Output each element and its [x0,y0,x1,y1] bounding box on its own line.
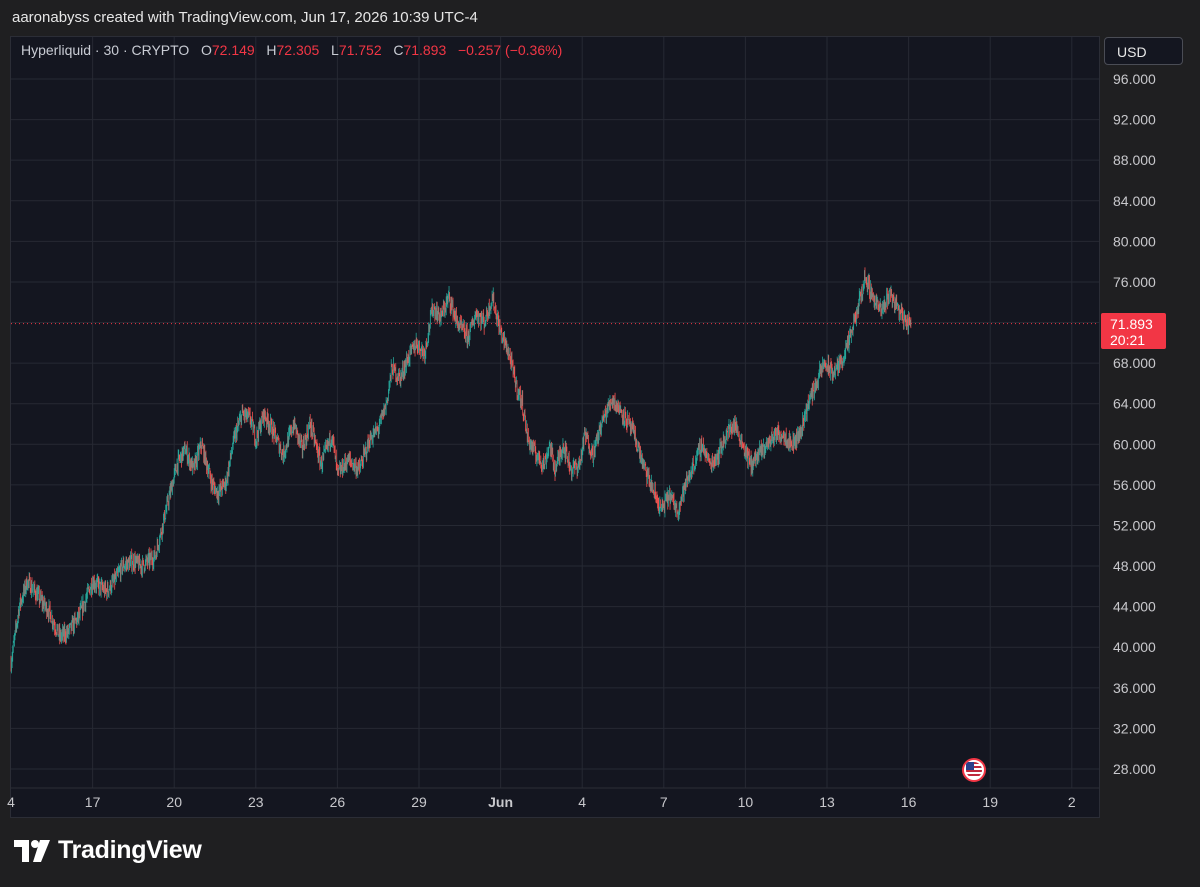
x-tick-label: 4 [7,794,15,810]
y-tick-label: 96.000 [1113,71,1156,87]
x-tick-label: 29 [411,794,427,810]
high-label: H [266,42,277,58]
high-value: 72.305 [276,42,320,58]
ohlc-legend: Hyperliquid · 30 · CRYPTO O72.149 H72.30… [21,42,562,58]
low-label: L [331,42,339,58]
y-tick-label: 92.000 [1113,112,1156,128]
open-value: 72.149 [211,42,255,58]
y-tick-label: 84.000 [1113,193,1156,209]
y-tick-label: 60.000 [1113,436,1156,452]
tradingview-logo-icon[interactable] [14,838,52,864]
y-tick-label: 68.000 [1113,355,1156,371]
us-flag-icon[interactable] [962,758,986,782]
y-tick-label: 40.000 [1113,639,1156,655]
y-tick-label: 44.000 [1113,599,1156,615]
credit-text: aaronabyss created with TradingView.com,… [12,9,478,26]
last-price-value: 71.893 [1110,316,1153,332]
x-tick-label: 4 [578,794,586,810]
currency-button[interactable]: USD [1104,37,1183,65]
last-price-tag: 71.893 20:21 [1101,313,1166,349]
x-tick-label: 13 [819,794,835,810]
x-tick-label: 19 [982,794,998,810]
x-tick-label: 26 [330,794,346,810]
x-tick-label: 7 [660,794,668,810]
header-bar: aaronabyss created with TradingView.com,… [0,0,1200,36]
close-label: C [393,42,404,58]
y-tick-label: 28.000 [1113,761,1156,777]
close-value: 71.893 [403,42,447,58]
y-tick-label: 76.000 [1113,274,1156,290]
price-chart[interactable]: 96.00092.00088.00084.00080.00076.00072.0… [0,0,1200,818]
bar-countdown: 20:21 [1110,332,1146,348]
open-label: O [201,42,212,58]
low-value: 71.752 [338,42,382,58]
x-tick-label: 16 [901,794,917,810]
y-tick-label: 52.000 [1113,517,1156,533]
y-tick-label: 80.000 [1113,233,1156,249]
x-tick-label: 23 [248,794,264,810]
tradingview-wordmark[interactable]: TradingView [58,836,202,864]
footer-bar [0,818,1200,887]
y-tick-label: 88.000 [1113,152,1156,168]
flag-canton [966,762,974,770]
x-tick-label: 2 [1068,794,1076,810]
y-tick-label: 48.000 [1113,558,1156,574]
x-tick-label: Jun [488,794,513,810]
y-tick-label: 56.000 [1113,477,1156,493]
y-tick-label: 36.000 [1113,680,1156,696]
x-tick-label: 20 [166,794,182,810]
symbol-label: Hyperliquid · 30 · CRYPTO [21,42,190,58]
x-tick-label: 17 [85,794,101,810]
change-value: −0.257 (−0.36%) [457,42,563,58]
y-tick-label: 64.000 [1113,396,1156,412]
y-tick-label: 32.000 [1113,720,1156,736]
x-tick-label: 10 [738,794,754,810]
